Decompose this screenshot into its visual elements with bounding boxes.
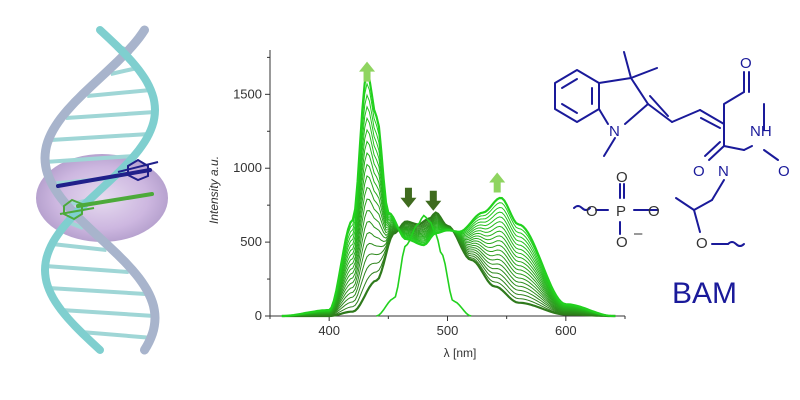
base-pair-rung: [110, 66, 138, 76]
wavy-bond-right: [727, 241, 745, 247]
base-pair-rung: [50, 132, 150, 142]
spectrum-line: [281, 151, 616, 317]
backbone-bond: [693, 199, 713, 211]
aromatic-bond: [561, 103, 578, 114]
double-bond: [649, 95, 669, 117]
atom-n-imide: N: [718, 163, 729, 180]
base-pair-rung: [45, 264, 129, 274]
barbiturate-ring-bond: [723, 145, 745, 151]
carbonyl-bond: [708, 145, 725, 161]
spectrum-line: [281, 186, 616, 317]
phosphate-charge: –: [634, 225, 643, 242]
indoline-ring-bond: [598, 108, 609, 125]
blue-probe-icon: [56, 158, 159, 188]
atom-chain-o: O: [696, 235, 708, 252]
double-bond: [700, 117, 721, 129]
backbone-bond: [675, 197, 695, 211]
base-pair-rung: [60, 308, 155, 318]
x-tick-label: 400: [318, 323, 340, 338]
atom-o-right: O: [778, 163, 790, 180]
carbonyl-bond: [704, 141, 721, 157]
x-tick-label: 500: [437, 323, 459, 338]
spectrum-line: [281, 140, 616, 317]
spectrum-line: [281, 198, 616, 317]
y-tick-label: 0: [255, 308, 262, 323]
molecule-name: BAM: [672, 277, 737, 310]
decrease-arrow-icon: [400, 187, 417, 208]
barbiturate-ring-bond: [723, 91, 745, 125]
increase-arrow-icon: [489, 172, 506, 193]
barbiturate-ring-bond: [743, 145, 753, 151]
linker-bond: [647, 103, 673, 123]
base-pair-rung: [65, 110, 156, 120]
atom-p-o-left: O: [586, 203, 598, 220]
base-pair-rung: [48, 286, 146, 296]
y-tick-label: 1000: [233, 160, 262, 175]
emission-spectrum-chart: 0 500 1000 1500 400 500 600 Intensity a.u. λ …: [207, 50, 626, 360]
atom-p-o-right: O: [648, 203, 660, 220]
x-axis-title: λ [nm]: [444, 346, 477, 360]
atom-phosphorus: P: [616, 203, 626, 220]
trend-arrows: [359, 61, 506, 211]
base-pair-rungs: [44, 44, 156, 340]
spectra-series-group: [281, 68, 616, 318]
base-pair-rung: [86, 88, 152, 98]
atom-o-top: O: [740, 55, 752, 72]
atom-o-left: O: [693, 163, 705, 180]
helix-strand-back: [40, 25, 160, 355]
backbone-bond: [693, 209, 701, 233]
bam-chemical-structure: [554, 51, 779, 247]
y-axis-title: Intensity a.u.: [207, 156, 221, 224]
indoline-ring-bond: [598, 77, 649, 105]
x-tick-label: 600: [555, 323, 577, 338]
y-tick-label: 500: [240, 234, 262, 249]
atom-p-o-top: O: [616, 169, 628, 186]
spectrum-line: [281, 163, 616, 317]
linker-bond: [671, 109, 701, 123]
increase-arrow-icon: [359, 61, 376, 82]
dna-helix-illustration: [36, 25, 168, 355]
atom-n-indoline: N: [609, 123, 620, 140]
base-pair-rung: [80, 330, 154, 340]
linker-bond: [699, 109, 725, 125]
structure-atom-labels: N NH N O O O BAM: [609, 55, 790, 310]
base-pair-rung: [51, 242, 107, 252]
helix-strand-front: [40, 26, 160, 354]
spectrum-line: [281, 218, 616, 317]
aromatic-bond: [561, 78, 578, 89]
base-pair-rung: [44, 154, 135, 164]
methyl-bond: [623, 51, 632, 79]
spectrum-line: [281, 216, 616, 317]
y-tick-label: 1500: [233, 86, 262, 101]
spectrum-line: [281, 68, 616, 318]
green-probe-icon: [59, 192, 154, 221]
spectrum-line: [281, 175, 616, 317]
y-tick-group: 0 500 1000 1500: [233, 56, 270, 323]
x-tick-group: 400 500 600: [269, 316, 626, 338]
wavy-bond-left: [573, 205, 591, 211]
indoline-ring-bond: [624, 103, 649, 125]
methyl-bond: [603, 137, 616, 157]
decrease-arrow-icon: [425, 190, 442, 211]
spectrum-line: [281, 217, 616, 317]
atom-nh: NH: [750, 123, 772, 140]
carbonyl-bond: [763, 149, 779, 161]
atom-p-o-bottom: O: [616, 234, 628, 251]
methyl-bond: [630, 67, 658, 79]
donor-spectrum-line: [376, 214, 472, 317]
backbone-bond: [711, 179, 725, 201]
phosphate-labels: P O O O O – O: [586, 169, 708, 252]
